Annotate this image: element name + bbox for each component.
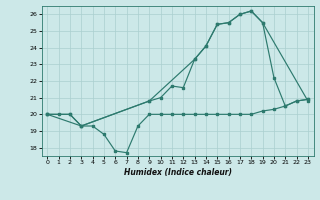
X-axis label: Humidex (Indice chaleur): Humidex (Indice chaleur) [124, 168, 232, 177]
